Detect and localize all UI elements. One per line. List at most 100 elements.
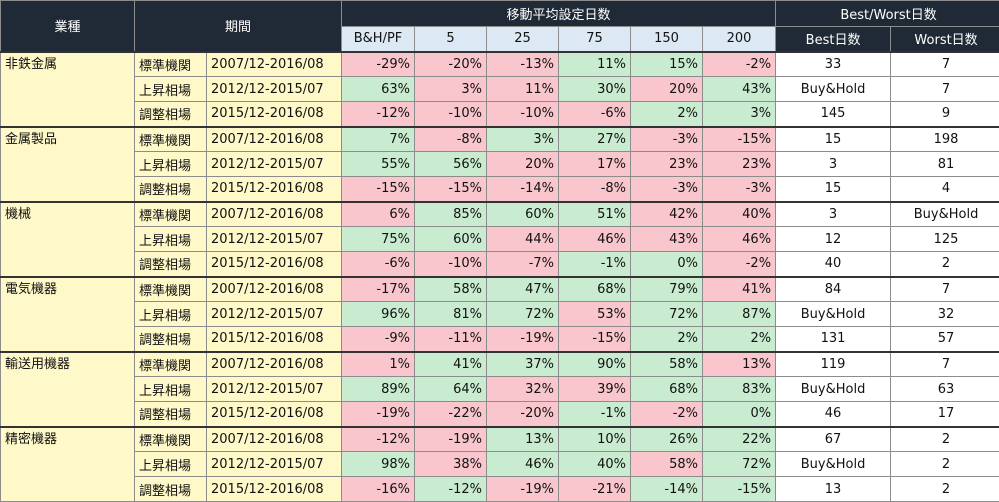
worst-days-cell: 57	[891, 327, 999, 352]
return-cell-ma75: 90%	[559, 352, 631, 377]
return-cell-bh: 6%	[342, 202, 415, 227]
return-cell-ma200: 40%	[703, 202, 776, 227]
return-cell-ma75: 30%	[559, 77, 631, 102]
return-cell-ma25: -20%	[487, 402, 559, 427]
return-cell-ma25: 37%	[487, 352, 559, 377]
period-range: 2012/12-2015/07	[207, 452, 342, 477]
return-cell-ma200: 46%	[703, 227, 776, 252]
period-type: 標準機関	[135, 127, 207, 152]
return-cell-ma25: 32%	[487, 377, 559, 402]
period-range: 2007/12-2016/08	[207, 352, 342, 377]
worst-days-cell: 63	[891, 377, 999, 402]
best-days-cell: 131	[776, 327, 891, 352]
period-type: 調整相場	[135, 477, 207, 502]
period-range: 2007/12-2016/08	[207, 427, 342, 452]
return-cell-ma25: 3%	[487, 127, 559, 152]
return-cell-ma75: 11%	[559, 52, 631, 77]
worst-days-cell: 125	[891, 227, 999, 252]
best-days-cell: 15	[776, 127, 891, 152]
return-cell-bh: 55%	[342, 152, 415, 177]
return-cell-ma200: 43%	[703, 77, 776, 102]
period-type: 上昇相場	[135, 377, 207, 402]
period-type: 調整相場	[135, 402, 207, 427]
period-range: 2015/12-2016/08	[207, 102, 342, 127]
return-cell-ma25: 47%	[487, 277, 559, 302]
return-cell-ma5: -22%	[415, 402, 487, 427]
return-cell-bh: -16%	[342, 477, 415, 502]
return-cell-ma150: -14%	[631, 477, 703, 502]
header-col-200: 200	[703, 27, 776, 52]
period-range: 2012/12-2015/07	[207, 377, 342, 402]
period-range: 2007/12-2016/08	[207, 52, 342, 77]
worst-days-cell: 2	[891, 252, 999, 277]
return-cell-ma75: 40%	[559, 452, 631, 477]
return-cell-ma150: -3%	[631, 177, 703, 202]
best-days-cell: 3	[776, 152, 891, 177]
period-type: 調整相場	[135, 177, 207, 202]
return-cell-ma200: 3%	[703, 102, 776, 127]
worst-days-cell: 17	[891, 402, 999, 427]
return-cell-ma75: 27%	[559, 127, 631, 152]
worst-days-cell: 2	[891, 427, 999, 452]
return-cell-ma25: -13%	[487, 52, 559, 77]
return-cell-ma5: -19%	[415, 427, 487, 452]
best-days-cell: 13	[776, 477, 891, 502]
sector-name: 輸送用機器	[1, 352, 135, 427]
return-cell-ma200: -15%	[703, 127, 776, 152]
return-cell-ma75: -1%	[559, 402, 631, 427]
return-cell-bh: 96%	[342, 302, 415, 327]
header-col-75: 75	[559, 27, 631, 52]
best-days-cell: Buy&Hold	[776, 377, 891, 402]
return-cell-ma5: 41%	[415, 352, 487, 377]
sector-name: 電気機器	[1, 277, 135, 352]
return-cell-ma25: -14%	[487, 177, 559, 202]
return-cell-ma150: 42%	[631, 202, 703, 227]
return-cell-ma75: -8%	[559, 177, 631, 202]
return-cell-ma150: 2%	[631, 102, 703, 127]
return-cell-bh: 89%	[342, 377, 415, 402]
return-cell-bh: -9%	[342, 327, 415, 352]
return-cell-ma5: 38%	[415, 452, 487, 477]
return-cell-ma25: -19%	[487, 477, 559, 502]
return-cell-ma75: 39%	[559, 377, 631, 402]
period-range: 2012/12-2015/07	[207, 77, 342, 102]
period-type: 標準機関	[135, 202, 207, 227]
return-cell-ma150: 0%	[631, 252, 703, 277]
return-cell-ma5: -10%	[415, 102, 487, 127]
return-cell-ma25: -10%	[487, 102, 559, 127]
return-cell-ma75: -15%	[559, 327, 631, 352]
period-type: 上昇相場	[135, 77, 207, 102]
best-days-cell: 3	[776, 202, 891, 227]
return-cell-ma150: 20%	[631, 77, 703, 102]
period-range: 2012/12-2015/07	[207, 227, 342, 252]
return-cell-ma200: 72%	[703, 452, 776, 477]
period-type: 上昇相場	[135, 302, 207, 327]
return-cell-bh: -29%	[342, 52, 415, 77]
period-type: 標準機関	[135, 52, 207, 77]
header-col-bh: B&H/PF	[342, 27, 415, 52]
sector-name: 金属製品	[1, 127, 135, 202]
return-cell-ma150: 58%	[631, 352, 703, 377]
return-cell-ma200: 0%	[703, 402, 776, 427]
return-cell-bh: 63%	[342, 77, 415, 102]
header-bw-group: Best/Worst日数	[776, 1, 999, 27]
period-type: 標準機関	[135, 352, 207, 377]
worst-days-cell: 7	[891, 77, 999, 102]
return-cell-ma5: 60%	[415, 227, 487, 252]
return-cell-bh: -6%	[342, 252, 415, 277]
return-cell-ma200: 23%	[703, 152, 776, 177]
return-cell-ma5: 3%	[415, 77, 487, 102]
return-cell-ma75: 53%	[559, 302, 631, 327]
period-range: 2015/12-2016/08	[207, 477, 342, 502]
